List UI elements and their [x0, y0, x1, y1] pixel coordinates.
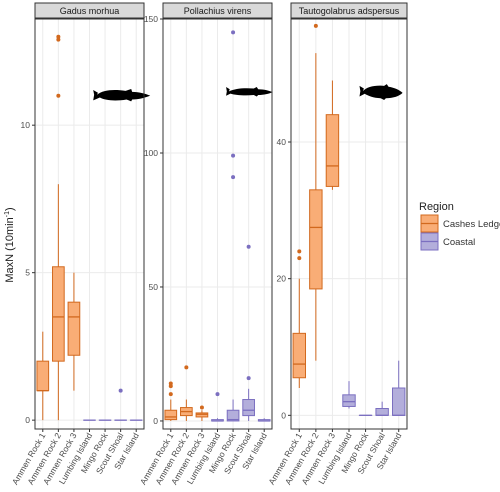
- outlier-point: [231, 30, 236, 35]
- box-iqr: [375, 408, 389, 416]
- outlier-point: [246, 244, 251, 249]
- outlier-point: [231, 175, 236, 180]
- facet-strip-title: Tautogolabrus adspersus: [299, 6, 400, 16]
- box-iqr: [52, 266, 65, 362]
- y-tick-label: 40: [277, 137, 287, 147]
- box-iqr: [392, 387, 406, 416]
- box-star-island: [257, 418, 271, 422]
- box-ammen-rock-1: [292, 249, 307, 388]
- y-tick-label: 100: [144, 148, 158, 158]
- legend-title: Region: [419, 201, 454, 213]
- legend-label-coastal: Coastal: [443, 237, 475, 248]
- box-scout-shoal: [242, 244, 255, 421]
- outlier-point: [231, 153, 236, 158]
- y-tick-label: 0: [281, 410, 286, 420]
- box-iqr: [226, 409, 240, 422]
- box-lumbing-island: [211, 392, 224, 422]
- y-tick-label: 5: [25, 268, 30, 278]
- box-iqr: [342, 394, 356, 407]
- legend: Region Cashes Ledge Coastal: [419, 201, 500, 251]
- box-ammen-rock-2: [309, 23, 323, 361]
- box-ammen-rock-1: [36, 331, 50, 421]
- facet-strip: [162, 2, 273, 19]
- box-star-island: [392, 360, 406, 416]
- box-iqr: [242, 399, 255, 417]
- y-axis-title-close: ): [4, 207, 16, 211]
- box-mingo-rock: [226, 30, 240, 422]
- box-lumbing-island: [342, 381, 356, 409]
- y-axis-title-sup: -1: [4, 211, 11, 217]
- facet-strip: [290, 2, 408, 19]
- box-ammen-rock-3: [67, 272, 81, 391]
- outlier-point: [313, 23, 318, 28]
- y-tick-label: 0: [153, 416, 158, 426]
- box-iqr: [195, 412, 209, 418]
- outlier-point: [215, 392, 220, 397]
- facet-strip-title: Gadus morhua: [60, 6, 120, 16]
- y-tick-label: 150: [144, 14, 158, 24]
- box-iqr: [325, 114, 340, 187]
- outlier-point: [168, 392, 173, 397]
- outlier-point: [168, 381, 173, 386]
- box-ammen-rock-2: [180, 365, 193, 421]
- outlier-point: [297, 256, 302, 261]
- outlier-point: [184, 365, 189, 370]
- box-ammen-rock-3: [195, 405, 209, 421]
- box-ammen-rock-2: [52, 34, 65, 421]
- box-scout-shoal: [375, 401, 389, 416]
- box-iqr: [36, 360, 50, 392]
- outlier-point: [56, 93, 61, 98]
- y-axis-title-main: MaxN (10min: [4, 217, 16, 282]
- y-tick-label: 0: [25, 415, 30, 425]
- box-ammen-rock-3: [325, 80, 340, 190]
- outlier-point: [246, 376, 251, 381]
- outlier-point: [56, 34, 61, 39]
- outlier-point: [56, 37, 61, 42]
- facet-strip: [34, 2, 145, 19]
- y-tick-label: 50: [149, 282, 159, 292]
- outlier-point: [297, 249, 302, 254]
- box-ammen-rock-1: [164, 381, 178, 421]
- pollock-silhouette-icon: [226, 87, 273, 97]
- facet-strip-title: Pollachius virens: [184, 6, 252, 16]
- outlier-point: [118, 388, 123, 393]
- outlier-point: [199, 405, 204, 410]
- cunner-silhouette-icon: [359, 84, 403, 100]
- y-tick-label: 10: [21, 120, 31, 130]
- box-iqr: [164, 409, 178, 421]
- cod-silhouette-icon: [93, 89, 151, 102]
- box-scout-shoal: [114, 388, 127, 421]
- box-iqr: [67, 301, 81, 356]
- box-iqr: [292, 332, 307, 379]
- y-axis-title: MaxN (10min-1): [4, 207, 16, 282]
- box-iqr: [309, 189, 323, 290]
- legend-label-cashes-ledge: Cashes Ledge: [443, 219, 500, 230]
- y-tick-label: 20: [277, 274, 287, 284]
